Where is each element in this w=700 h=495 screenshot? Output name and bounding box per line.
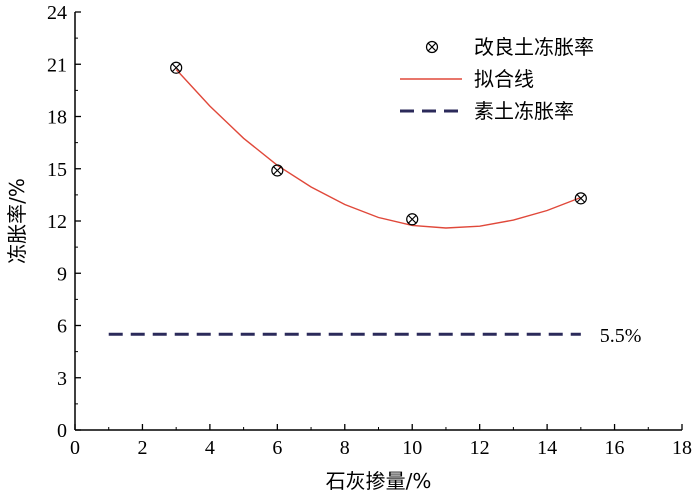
legend-label: 素土冻胀率: [474, 99, 574, 123]
plot-marks: [108, 61, 587, 336]
legend-item: 改良土冻胀率: [425, 35, 594, 59]
marker-cross: [427, 42, 437, 52]
data-point: [170, 61, 183, 74]
x-axis-title: 石灰掺量/%: [326, 469, 432, 493]
x-tick-label: 10: [402, 437, 422, 459]
marker-circle: [271, 164, 284, 177]
x-tick-label: 16: [605, 437, 625, 459]
marker-cross: [576, 194, 586, 203]
y-tick-label: 0: [57, 420, 67, 442]
data-point: [406, 213, 419, 226]
marker-circle: [406, 213, 419, 226]
x-tick-label: 18: [672, 437, 692, 459]
legend-symbol: [425, 40, 439, 54]
legend-label: 改良土冻胀率: [474, 35, 594, 59]
fit-line: [175, 69, 582, 229]
x-tick-label: 6: [272, 437, 282, 459]
x-tick-label: 14: [537, 437, 557, 459]
y-tick-label: 24: [47, 2, 67, 24]
x-tick-label: 8: [340, 437, 350, 459]
x-tick-label: 2: [137, 437, 147, 459]
legend-item: 拟合线: [400, 67, 534, 91]
data-point: [271, 164, 284, 177]
y-tick-label: 9: [57, 263, 67, 285]
marker-circle: [425, 40, 439, 54]
y-tick-label: 15: [47, 159, 67, 181]
data-point: [574, 192, 587, 205]
legend-label: 拟合线: [474, 67, 534, 91]
marker-cross: [171, 63, 181, 72]
x-tick-label: 0: [70, 437, 80, 459]
marker-circle: [574, 192, 587, 205]
x-tick-label: 4: [205, 437, 215, 459]
marker-circle: [170, 61, 183, 74]
y-tick-label: 3: [57, 368, 67, 390]
y-tick-label: 6: [57, 316, 67, 338]
y-axis-title: 冻胀率/%: [5, 178, 29, 264]
y-tick-label: 12: [47, 211, 67, 233]
y-tick-label: 21: [47, 54, 67, 76]
legend-item: 素土冻胀率: [400, 99, 574, 123]
y-tick-label: 18: [47, 107, 67, 129]
x-tick-label: 12: [470, 437, 490, 459]
marker-cross: [273, 166, 282, 175]
baseline-annotation: 5.5%: [600, 325, 642, 347]
marker-cross: [408, 215, 417, 224]
